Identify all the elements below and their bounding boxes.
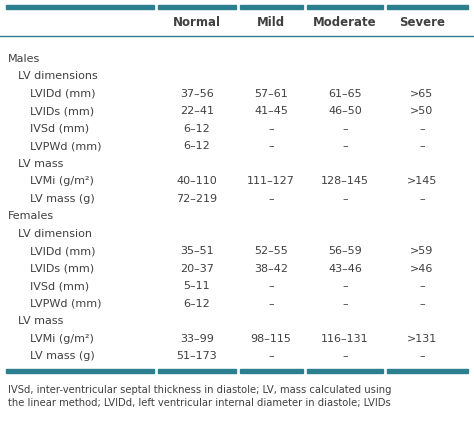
Text: 56–59: 56–59 <box>328 246 362 256</box>
Text: 38–42: 38–42 <box>254 264 288 274</box>
Text: LVIDs (mm): LVIDs (mm) <box>30 106 94 116</box>
Text: LVPWd (mm): LVPWd (mm) <box>30 299 101 309</box>
Bar <box>6 369 154 373</box>
Text: –: – <box>268 194 274 204</box>
Text: 52–55: 52–55 <box>254 246 288 256</box>
Text: –: – <box>342 351 348 361</box>
Text: >46: >46 <box>410 264 434 274</box>
Text: 72–219: 72–219 <box>176 194 218 204</box>
Text: LVIDd (mm): LVIDd (mm) <box>30 89 95 99</box>
Text: –: – <box>419 141 425 151</box>
Text: 116–131: 116–131 <box>321 334 369 344</box>
Text: >65: >65 <box>410 89 434 99</box>
Text: 33–99: 33–99 <box>180 334 214 344</box>
Text: >131: >131 <box>407 334 437 344</box>
Bar <box>240 369 303 373</box>
Text: –: – <box>268 351 274 361</box>
Text: LV dimensions: LV dimensions <box>18 71 98 81</box>
Text: IVSd (mm): IVSd (mm) <box>30 281 89 291</box>
Text: 57–61: 57–61 <box>254 89 288 99</box>
Text: LV dimension: LV dimension <box>18 229 92 239</box>
Text: 111–127: 111–127 <box>247 176 295 186</box>
Text: –: – <box>268 299 274 309</box>
Text: 40–110: 40–110 <box>177 176 218 186</box>
Text: 43–46: 43–46 <box>328 264 362 274</box>
Text: IVSd, inter-ventricular septal thickness in diastole; LV, mass calculated using: IVSd, inter-ventricular septal thickness… <box>8 385 392 395</box>
Text: 20–37: 20–37 <box>180 264 214 274</box>
Text: LV mass: LV mass <box>18 316 64 326</box>
Text: Normal: Normal <box>173 16 221 29</box>
Text: 61–65: 61–65 <box>328 89 362 99</box>
Text: LV mass (g): LV mass (g) <box>30 351 95 361</box>
Text: LV mass: LV mass <box>18 159 64 169</box>
Bar <box>307 369 383 373</box>
Text: –: – <box>419 124 425 134</box>
Text: 51–173: 51–173 <box>177 351 218 361</box>
Text: –: – <box>268 281 274 291</box>
Text: 37–56: 37–56 <box>180 89 214 99</box>
Text: –: – <box>268 124 274 134</box>
Text: 6–12: 6–12 <box>183 124 210 134</box>
Text: –: – <box>419 299 425 309</box>
Text: –: – <box>419 194 425 204</box>
Text: LV mass (g): LV mass (g) <box>30 194 95 204</box>
Bar <box>307 5 383 9</box>
Text: IVSd (mm): IVSd (mm) <box>30 124 89 134</box>
Text: LVPWd (mm): LVPWd (mm) <box>30 141 101 151</box>
Bar <box>240 5 303 9</box>
Text: 46–50: 46–50 <box>328 106 362 116</box>
Text: LVIDd (mm): LVIDd (mm) <box>30 246 95 256</box>
Text: –: – <box>342 124 348 134</box>
Bar <box>6 5 154 9</box>
Text: 22–41: 22–41 <box>180 106 214 116</box>
Text: >59: >59 <box>410 246 434 256</box>
Text: 5–11: 5–11 <box>184 281 210 291</box>
Text: –: – <box>419 351 425 361</box>
Text: LVMi (g/m²): LVMi (g/m²) <box>30 176 94 186</box>
Text: 6–12: 6–12 <box>183 299 210 309</box>
Text: –: – <box>342 281 348 291</box>
Text: –: – <box>342 299 348 309</box>
Text: 128–145: 128–145 <box>321 176 369 186</box>
Bar <box>158 5 236 9</box>
Bar <box>158 369 236 373</box>
Text: –: – <box>342 141 348 151</box>
Text: 6–12: 6–12 <box>183 141 210 151</box>
Text: Moderate: Moderate <box>313 16 377 29</box>
Text: Mild: Mild <box>257 16 285 29</box>
Text: 41–45: 41–45 <box>254 106 288 116</box>
Text: Males: Males <box>8 54 40 64</box>
Text: Severe: Severe <box>399 16 445 29</box>
Text: LVIDs (mm): LVIDs (mm) <box>30 264 94 274</box>
Bar <box>387 5 468 9</box>
Text: –: – <box>419 281 425 291</box>
Text: 98–115: 98–115 <box>251 334 292 344</box>
Text: –: – <box>342 194 348 204</box>
Text: the linear method; LVIDd, left ventricular internal diameter in diastole; LVIDs: the linear method; LVIDd, left ventricul… <box>8 398 391 408</box>
Bar <box>387 369 468 373</box>
Text: Females: Females <box>8 211 54 221</box>
Text: LVMi (g/m²): LVMi (g/m²) <box>30 334 94 344</box>
Text: >145: >145 <box>407 176 437 186</box>
Text: 35–51: 35–51 <box>180 246 214 256</box>
Text: >50: >50 <box>410 106 434 116</box>
Text: –: – <box>268 141 274 151</box>
